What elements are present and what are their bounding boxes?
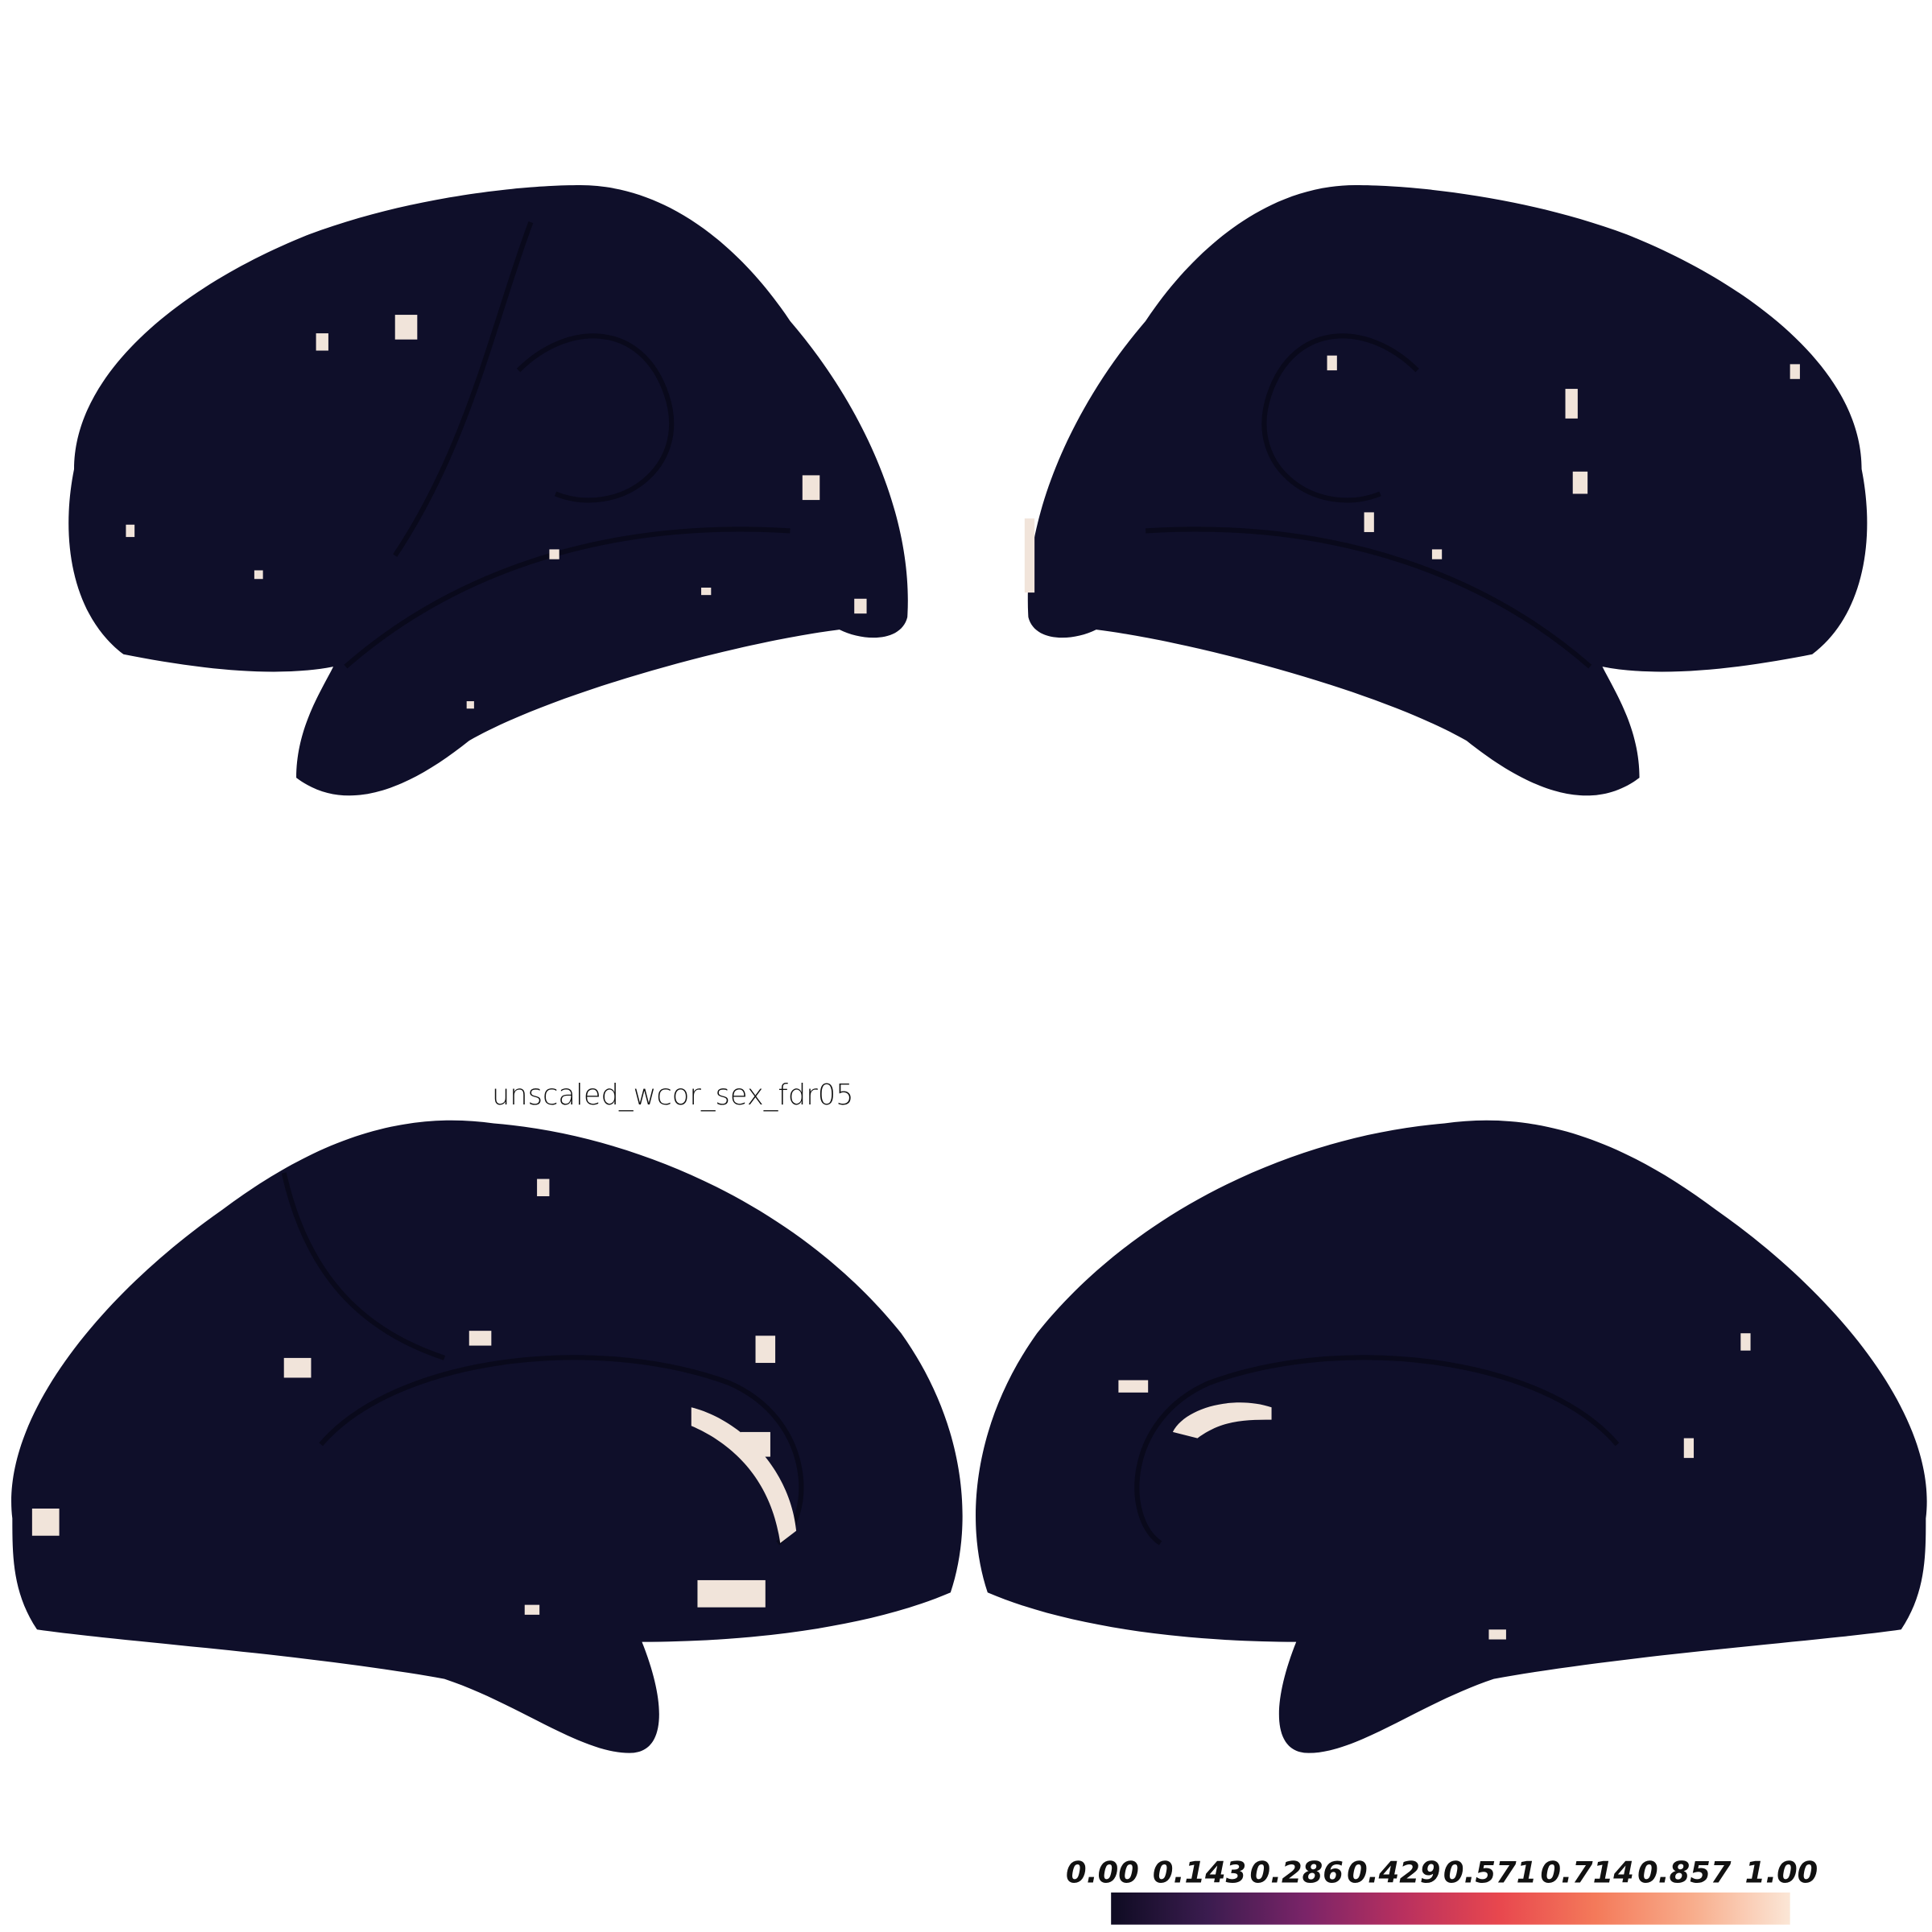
colorbar-tick-label: 0.857 — [1637, 1855, 1732, 1889]
colorbar-tick-label: 0.429 — [1347, 1855, 1440, 1889]
colorbar-tick-label: 0.00 — [1066, 1855, 1139, 1889]
brain-lateral-left — [68, 185, 908, 796]
colorbar-tick-label: 0.143 — [1153, 1855, 1246, 1889]
colorbar-tick-label: 1.00 — [1745, 1855, 1818, 1889]
brain-medial-right — [976, 1120, 1927, 1753]
colorbar-tick-label: 0.714 — [1540, 1855, 1633, 1889]
brain-medial-left — [11, 1120, 963, 1753]
colorbar — [1111, 1892, 1790, 1925]
figure-title: unscaled_wcor_sex_fdr05 — [492, 1079, 854, 1112]
brain-lateral-right — [1024, 185, 1868, 796]
colorbar-tick-label: 0.286 — [1249, 1855, 1343, 1889]
colorbar-tick-label: 0.571 — [1443, 1855, 1537, 1889]
